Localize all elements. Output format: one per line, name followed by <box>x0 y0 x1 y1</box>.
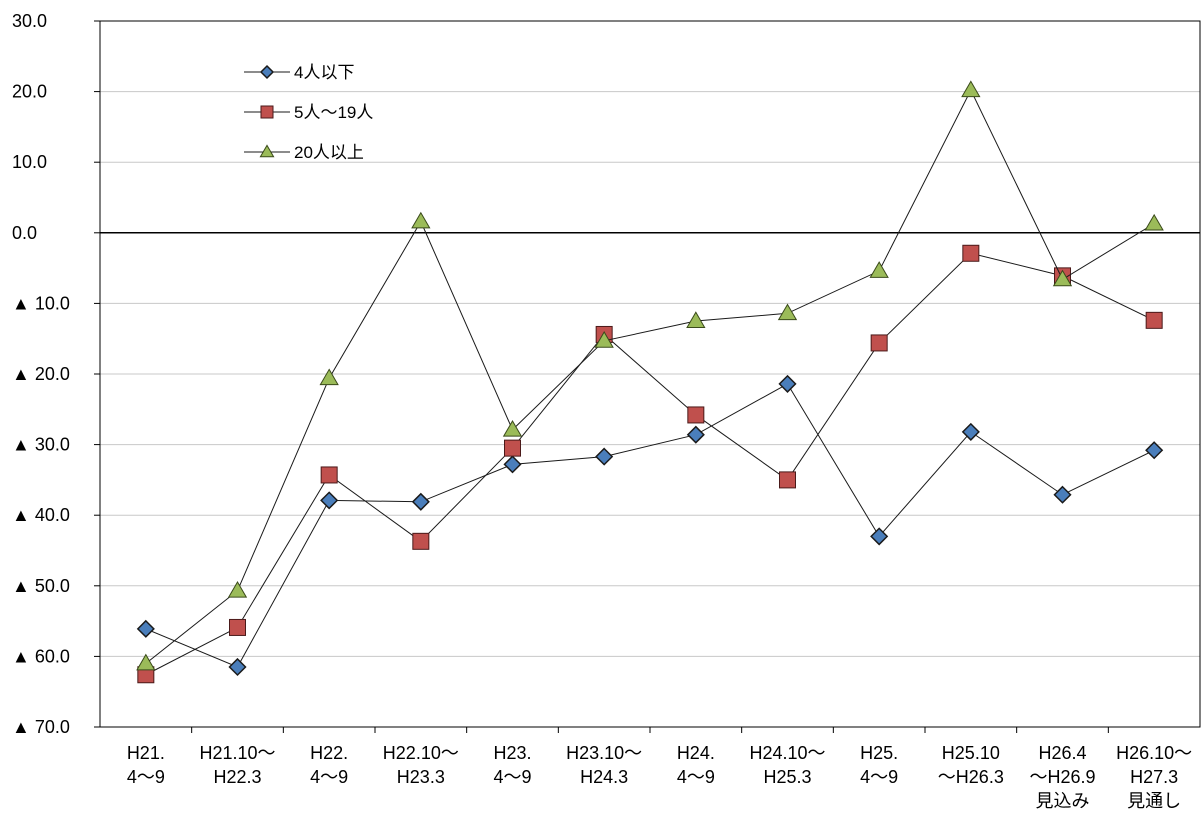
data-point <box>595 447 614 466</box>
y-tick-label: ▲ 70.0 <box>12 717 70 737</box>
data-point <box>687 406 705 424</box>
y-tick-label: 20.0 <box>12 82 47 102</box>
series-layer <box>136 80 1164 684</box>
x-tick-label: H24. <box>677 743 715 763</box>
grid-layer <box>100 91 1200 657</box>
x-tick-label: H23.3 <box>397 767 445 787</box>
data-point <box>411 211 431 229</box>
data-point <box>1053 485 1072 504</box>
series-line <box>145 89 1155 664</box>
axis-layer: 30.0 20.0 10.0 0.0 ▲ 10.0 ▲ 20.0 ▲ 30.0 ▲ 40.0 ▲… <box>12 11 1201 811</box>
data-point <box>779 471 796 489</box>
y-tick-label: 30.0 <box>12 11 47 31</box>
legend-label: 5人～19人 <box>294 103 373 122</box>
data-point <box>777 303 798 321</box>
x-tick-label: 4～9 <box>493 767 531 787</box>
legend-marker <box>259 144 275 158</box>
data-point <box>228 657 247 677</box>
legend-entry: 20人以上 <box>244 143 364 162</box>
series-line <box>145 252 1155 676</box>
data-point <box>686 425 705 444</box>
data-point <box>962 244 980 262</box>
data-point <box>320 466 338 484</box>
y-tick-label: ▲ 20.0 <box>12 364 70 384</box>
x-tick-label: H22.3 <box>213 767 261 787</box>
legend-entry: 4人以下 <box>244 63 354 82</box>
data-point <box>1144 213 1164 231</box>
y-tick-label: ▲ 10.0 <box>12 293 70 313</box>
data-point <box>870 334 888 352</box>
data-point <box>504 439 521 457</box>
data-point <box>1145 441 1164 460</box>
x-tick-label: H22. <box>310 743 348 763</box>
series-square <box>137 244 1163 684</box>
legend: 4人以下 5人～19人 20人以上 <box>244 63 373 162</box>
x-tick-label: H21. <box>127 743 165 763</box>
y-tick-label: 10.0 <box>12 152 47 172</box>
x-tick-label: 4～9 <box>127 767 165 787</box>
data-point <box>961 80 981 98</box>
x-tick-label: H26.4 <box>1038 743 1086 763</box>
data-point <box>502 419 523 437</box>
data-point <box>1052 269 1073 287</box>
data-point <box>229 618 246 636</box>
legend-marker <box>259 64 275 80</box>
x-tick-label: 見込み <box>1036 791 1090 811</box>
x-tick-label: H27.3 <box>1130 767 1178 787</box>
legend-label: 4人以下 <box>294 63 354 82</box>
y-tick-label: ▲ 30.0 <box>12 435 70 455</box>
data-point <box>961 422 980 441</box>
x-tick-label: H25. <box>860 743 898 763</box>
x-tick-label: H23. <box>493 743 531 763</box>
x-tick-label: 見通し <box>1127 791 1181 811</box>
x-tick-label: H22.10～ <box>383 743 459 763</box>
data-point <box>227 580 248 598</box>
data-point <box>412 532 430 550</box>
data-point <box>136 653 156 671</box>
data-point <box>1145 311 1163 329</box>
data-point <box>870 527 889 546</box>
y-tick-label: ▲ 50.0 <box>12 576 70 596</box>
data-point <box>319 368 339 386</box>
x-tick-label: H25.10 <box>942 743 1000 763</box>
x-tick-label: 4～9 <box>310 767 348 787</box>
legend-entry: 5人～19人 <box>244 103 373 122</box>
legend-label: 20人以上 <box>294 143 364 162</box>
x-tick-label: H24.10～ <box>749 743 825 763</box>
x-tick-label: H26.10～ <box>1116 743 1192 763</box>
x-tick-label: H24.3 <box>580 767 628 787</box>
x-tick-label: ～H26.9 <box>1029 767 1095 787</box>
legend-marker <box>260 105 274 119</box>
data-point <box>778 374 797 393</box>
y-tick-label: 0.0 <box>12 223 37 243</box>
y-tick-label: ▲ 60.0 <box>12 646 70 666</box>
y-tick-label: ▲ 40.0 <box>12 505 70 525</box>
series-diamond <box>136 374 1164 677</box>
x-tick-label: H25.3 <box>763 767 811 787</box>
data-point <box>869 261 889 278</box>
data-point <box>136 619 155 638</box>
x-tick-label: H23.10～ <box>566 743 642 763</box>
data-point <box>411 492 430 511</box>
data-point <box>686 311 706 328</box>
x-tick-label: ～H26.3 <box>938 767 1004 787</box>
series-line <box>145 383 1155 668</box>
x-tick-label: H21.10～ <box>199 743 275 763</box>
data-point <box>503 455 522 474</box>
x-tick-label: 4～9 <box>677 767 715 787</box>
data-point <box>320 491 339 510</box>
x-tick-label: 4～9 <box>860 767 898 787</box>
series-triangle <box>136 80 1164 671</box>
data-point <box>594 331 614 348</box>
